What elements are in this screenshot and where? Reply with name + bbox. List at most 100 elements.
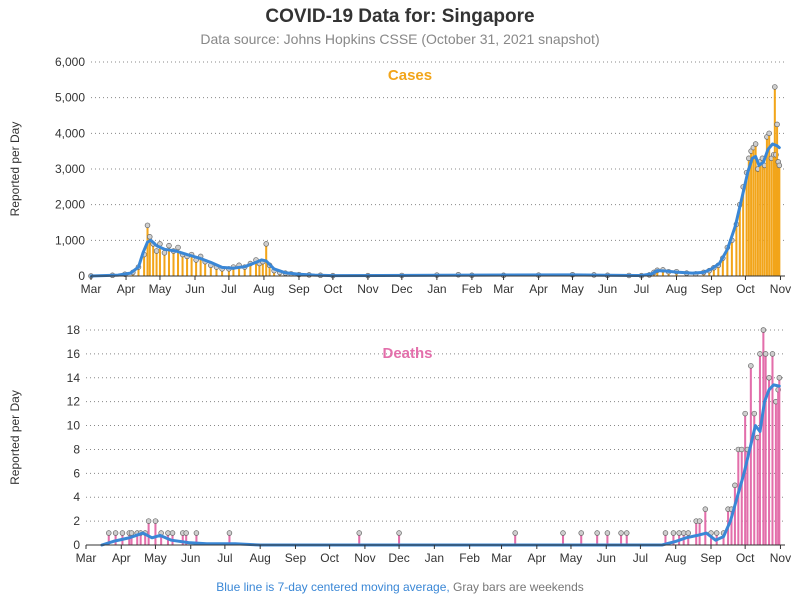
cases-ytick-label: 0 (78, 269, 85, 283)
cases-ylabel: Reported per Day (8, 122, 22, 217)
deaths-xtick-label: Nov (354, 551, 375, 565)
cases-xtick-label: Aug (666, 282, 687, 296)
deaths-xtick-label: Oct (736, 551, 755, 565)
cases-xtick-label: Jul (221, 282, 236, 296)
deaths-ytick-label: 0 (73, 538, 80, 552)
deaths-point (738, 446, 745, 453)
cases-point (153, 248, 160, 254)
deaths-point (106, 530, 112, 536)
cases-xtick-label: Apr (529, 282, 548, 296)
deaths-ytick-label: 16 (67, 347, 81, 361)
deaths-xtick-label: Nov (770, 551, 791, 565)
cases-panel-title: Cases (388, 67, 432, 84)
cases-xtick-label: Oct (736, 282, 755, 296)
cases-xtick-label: Sep (288, 282, 310, 296)
deaths-ytick-label: 8 (73, 442, 80, 456)
cases-point (766, 130, 772, 137)
cases-ytick-label: 1,000 (55, 233, 85, 247)
deaths-ytick-label: 18 (67, 323, 81, 337)
cases-ytick-label: 3,000 (55, 162, 85, 176)
deaths-point (696, 518, 703, 524)
cases-point (772, 84, 778, 90)
deaths-xtick-label: May (560, 551, 583, 565)
deaths-point (226, 530, 233, 536)
deaths-ytick-label: 14 (67, 371, 81, 385)
deaths-point (512, 530, 518, 536)
deaths-point (169, 530, 176, 536)
deaths-point (766, 375, 772, 381)
deaths-point (604, 530, 611, 536)
deaths-point (713, 530, 720, 536)
deaths-point (119, 530, 126, 536)
deaths-point (112, 530, 119, 536)
deaths-point (165, 530, 171, 536)
cases-moving-average-line (89, 142, 781, 278)
cases-xtick-label: Nov (770, 282, 791, 296)
cases-ytick-label: 4,000 (55, 126, 85, 140)
cases-xtick-label: Nov (357, 282, 378, 296)
cases-panel: 0 1,000 2,000 3,000 4,000 5,000 6,000 Reported … (8, 55, 791, 296)
cases-xtick-label: Jul (634, 282, 649, 296)
deaths-xtick-label: Aug (250, 551, 271, 565)
deaths-xtick-label: Apr (112, 551, 131, 565)
cases-point (166, 242, 172, 249)
deaths-point (670, 530, 677, 536)
cases-point (263, 241, 269, 247)
footnote-weekends: Gray bars are weekends (449, 580, 584, 594)
cases-point (752, 141, 759, 147)
cases-point (774, 121, 780, 128)
deaths-point (624, 530, 630, 536)
cases-xtick-label: Aug (253, 282, 274, 296)
deaths-moving-average-line (100, 383, 781, 547)
deaths-panel-title: Deaths (382, 345, 432, 362)
deaths-point (128, 530, 135, 536)
deaths-point (396, 530, 402, 536)
cases-ytick-label: 2,000 (55, 198, 85, 212)
cases-point (144, 222, 151, 229)
deaths-xtick-label: Jun (181, 551, 200, 565)
deaths-xtick-label: Apr (527, 551, 546, 565)
deaths-point (618, 530, 624, 536)
deaths-ytick-label: 2 (73, 514, 80, 528)
deaths-point (680, 530, 687, 536)
deaths-point (356, 530, 362, 536)
cases-point (776, 162, 783, 169)
cases-xtick-label: Jun (598, 282, 617, 296)
cases-xtick-label: May (561, 282, 584, 296)
chart-title: COVID-19 Data for: Singapore (265, 6, 535, 27)
cases-xtick-label: Mar (493, 282, 514, 296)
deaths-point (183, 530, 189, 536)
deaths-point (152, 518, 159, 524)
cases-ytick-label: 5,000 (55, 91, 85, 105)
deaths-xtick-label: Jul (217, 551, 232, 565)
deaths-ytick-label: 12 (67, 395, 81, 409)
deaths-ylabel: Reported per Day (8, 390, 22, 485)
deaths-point (578, 530, 584, 536)
deaths-xtick-label: Jun (597, 551, 616, 565)
deaths-point (145, 518, 152, 524)
deaths-point (760, 327, 767, 333)
deaths-xtick-label: Mar (76, 551, 97, 565)
cases-xtick-label: Sep (701, 282, 723, 296)
deaths-point (685, 530, 691, 536)
deaths-point (594, 530, 600, 536)
cases-point (161, 250, 168, 256)
deaths-point (662, 530, 669, 536)
deaths-point (732, 482, 738, 489)
deaths-point (769, 351, 776, 357)
cases-xtick-label: Jun (185, 282, 204, 296)
deaths-point (742, 410, 748, 417)
cases-xtick-label: Apr (117, 282, 136, 296)
deaths-xtick-label: Sep (285, 551, 307, 565)
cases-xtick-label: May (149, 282, 172, 296)
deaths-xtick-label: Mar (491, 551, 512, 565)
cases-xtick-label: Mar (81, 282, 102, 296)
cases-xtick-label: Oct (324, 282, 343, 296)
deaths-point (757, 351, 763, 357)
cases-xtick-label: Jan (427, 282, 446, 296)
deaths-xtick-label: Jul (633, 551, 648, 565)
cases-xtick-label: Feb (462, 282, 483, 296)
deaths-panel: 0 2 4 6 8 10 12 14 16 18 Reported per Day Deaths Mar… (8, 323, 791, 565)
footnote-moving-average: Blue line is 7-day centered moving avera… (216, 580, 450, 594)
